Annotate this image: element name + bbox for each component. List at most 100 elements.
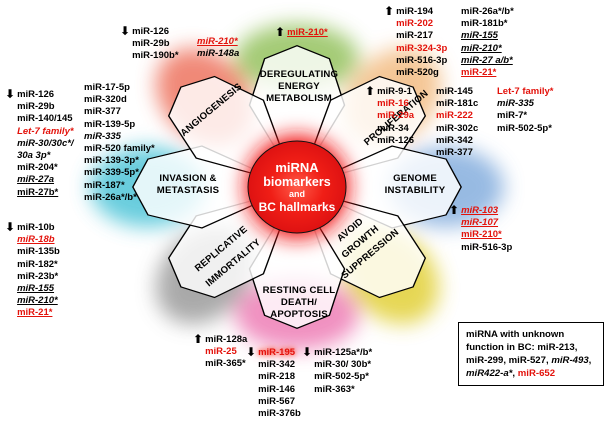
mirna-item: miR-34 xyxy=(377,122,409,134)
up-arrow-icon: ⬆ xyxy=(449,203,460,217)
mirna-group-bottom-down1: ⬇ miR-195 miR-342 miR-218 miR-146 miR-56… xyxy=(246,345,301,420)
mirna-item: miR-16 xyxy=(377,98,409,110)
mirna-item: miR-377 xyxy=(436,147,473,159)
mirna-item: miR-210* xyxy=(287,27,328,38)
mirna-item: miR-516-3p xyxy=(461,241,513,253)
mirna-item: miR-126 xyxy=(132,26,170,37)
down-arrow-icon: ⬇ xyxy=(302,345,313,359)
mirna-item: miR-324-3p xyxy=(396,42,448,54)
mirna-item: miR-567 xyxy=(258,395,296,407)
mirna-group-left-down: ⬇ miR-126 miR-29b miR-140/145 Let-7 fami… xyxy=(5,87,74,199)
mirna-item: miR-26a*/b* xyxy=(84,191,137,203)
mirna-item: miR-377 xyxy=(84,106,121,118)
mirna-group-right-col2: Let-7 family* miR-335 miR-7* miR-502-5p* xyxy=(497,86,554,135)
mirna-item: miR-182* xyxy=(17,258,58,270)
mirna-group-right-col1: miR-145 miR-181c miR-222 miR-302c miR-34… xyxy=(436,86,478,159)
mirna-item: miR-26a*/b* xyxy=(461,6,514,17)
mirna-item: miR-190b* xyxy=(132,50,179,62)
mirna-item: miR-30/30c*/ xyxy=(17,137,74,149)
center-title-line1: miRNA xyxy=(275,160,319,175)
mirna-group-top-right-col: miR-26a*/b* miR-181b* miR-155 miR-210* m… xyxy=(461,6,514,79)
mirna-item: miR-155 xyxy=(461,30,498,42)
legend-text: miRNA with unknown function in BC: miR-2… xyxy=(466,329,578,366)
petal-label-invasion-2: METASTASIS xyxy=(157,185,220,196)
up-arrow-icon: ⬆ xyxy=(365,84,376,98)
up-arrow-icon: ⬆ xyxy=(384,4,395,18)
petal-label-apoptosis-3: APOPTOSIS xyxy=(270,309,328,320)
mirna-item: miR-27 a/b* xyxy=(461,54,513,66)
center-circle xyxy=(247,140,347,234)
mirna-item: miR-21* xyxy=(17,307,53,319)
mirna-group-genome-up: ⬆ miR-103 miR-107 miR-210* miR-516-3p xyxy=(449,203,513,254)
mirna-item: miR-140/145 xyxy=(17,113,73,125)
center-title-line2: biomarkers xyxy=(263,175,330,189)
mirna-item: miR-202 xyxy=(396,18,434,30)
mirna-item: miR-27b* xyxy=(17,186,59,198)
mirna-item: miR-302c xyxy=(436,122,479,134)
mirna-item: miR-21* xyxy=(461,67,497,79)
petal-label-invasion-1: INVASION & xyxy=(159,173,216,184)
mirna-item: 30a 3p* xyxy=(17,150,51,162)
mirna-item: miR-204* xyxy=(17,162,58,174)
legend-text: miR422-a* xyxy=(466,368,513,379)
mirna-item: miR-335 xyxy=(84,130,121,142)
mirna-item: miR-210* xyxy=(17,295,58,307)
mirna-group-proliferation-up: ⬆ miR-9-1 miR-16 miR-29a miR-34 miR-126 xyxy=(365,84,414,147)
mirna-item: miR-139-5p xyxy=(84,118,136,130)
mirna-item: miR-107 xyxy=(461,217,499,229)
down-arrow-icon: ⬇ xyxy=(120,24,131,38)
petal-label-genome-1: GENOME xyxy=(393,173,437,184)
mirna-item: miR-210* xyxy=(197,36,238,47)
mirna-group-left-col2: miR-17-5p miR-320d miR-377 miR-139-5p mi… xyxy=(84,82,155,204)
mirna-item: miR-10b xyxy=(17,222,55,233)
center-title-line3: and xyxy=(289,189,305,199)
mirna-item: miR-363* xyxy=(314,383,355,395)
mirna-item: Let-7 family* xyxy=(17,125,74,137)
center-title-line4: BC hallmarks xyxy=(259,200,336,214)
mirna-group-top-right-up: ⬆ miR-194 miR-202 miR-217 miR-324-3p miR… xyxy=(384,4,448,79)
mirna-item: miR-17-5p xyxy=(84,82,130,93)
mirna-item: miR-139-3p* xyxy=(84,155,139,167)
mirna-item: miR-25 xyxy=(205,346,237,358)
mirna-item: miR-218 xyxy=(258,371,296,383)
mirna-item: miR-520 family* xyxy=(84,143,155,155)
mirna-item: miR-502-5p* xyxy=(497,122,552,134)
mirna-item: miR-125a*/b* xyxy=(314,347,373,358)
mirna-item: miR-210* xyxy=(461,42,502,54)
legend-text: miR-652 xyxy=(517,368,556,379)
mirna-item: miR-181c xyxy=(436,98,479,110)
mirna-group-top-left-mid: miR-210* miR-148a xyxy=(197,36,239,60)
up-arrow-icon: ⬆ xyxy=(275,25,286,39)
up-arrow-icon: ⬆ xyxy=(193,332,204,346)
mirna-item: miR-146 xyxy=(258,383,296,395)
mirna-item: miR-126 xyxy=(17,89,55,100)
mirna-item: miR-103 xyxy=(461,205,499,216)
petal-label-energy-2: ENERGY xyxy=(278,81,320,92)
legend-text: , xyxy=(588,355,592,366)
mirna-item: miR-210* xyxy=(461,229,502,241)
legend-text: miR-493 xyxy=(551,355,589,366)
mirna-group-bottom-up: ⬆ miR-128a miR-25 miR-365* xyxy=(193,332,247,371)
mirna-item: miR-187* xyxy=(84,179,125,191)
mirna-item: miR-29b xyxy=(17,101,55,113)
mirna-item: miR-342 xyxy=(258,359,296,371)
down-arrow-icon: ⬇ xyxy=(246,345,257,359)
legend-text: , xyxy=(512,368,518,379)
mirna-item: miR-502-5p* xyxy=(314,371,369,383)
mirna-item: miR-376b xyxy=(258,408,301,420)
mirna-item: miR-516-3p xyxy=(396,54,448,66)
down-arrow-icon: ⬇ xyxy=(5,87,16,101)
mirna-item: miR-194 xyxy=(396,6,434,17)
mirna-item: miR-335 xyxy=(497,98,534,110)
mirna-item: miR-155 xyxy=(17,283,55,295)
petal-label-apoptosis-1: RESTING CELL xyxy=(263,285,336,296)
petal-label-energy-1: DEREGULATING xyxy=(260,69,338,80)
mirna-group-bottom-left-down: ⬇ miR-10b miR-18b miR-135b miR-182* miR-… xyxy=(5,220,60,320)
petal-label-genome-2: INSTABILITY xyxy=(385,185,446,196)
mirna-item: miR-320d xyxy=(84,94,127,106)
mirna-item: miR-181b* xyxy=(461,18,508,30)
down-arrow-icon: ⬇ xyxy=(5,220,16,234)
mirna-group-bottom-down2: ⬇ miR-125a*/b* miR-30/ 30b* miR-502-5p* … xyxy=(302,345,373,396)
mirna-group-top-up: ⬆ miR-210* xyxy=(275,25,328,39)
